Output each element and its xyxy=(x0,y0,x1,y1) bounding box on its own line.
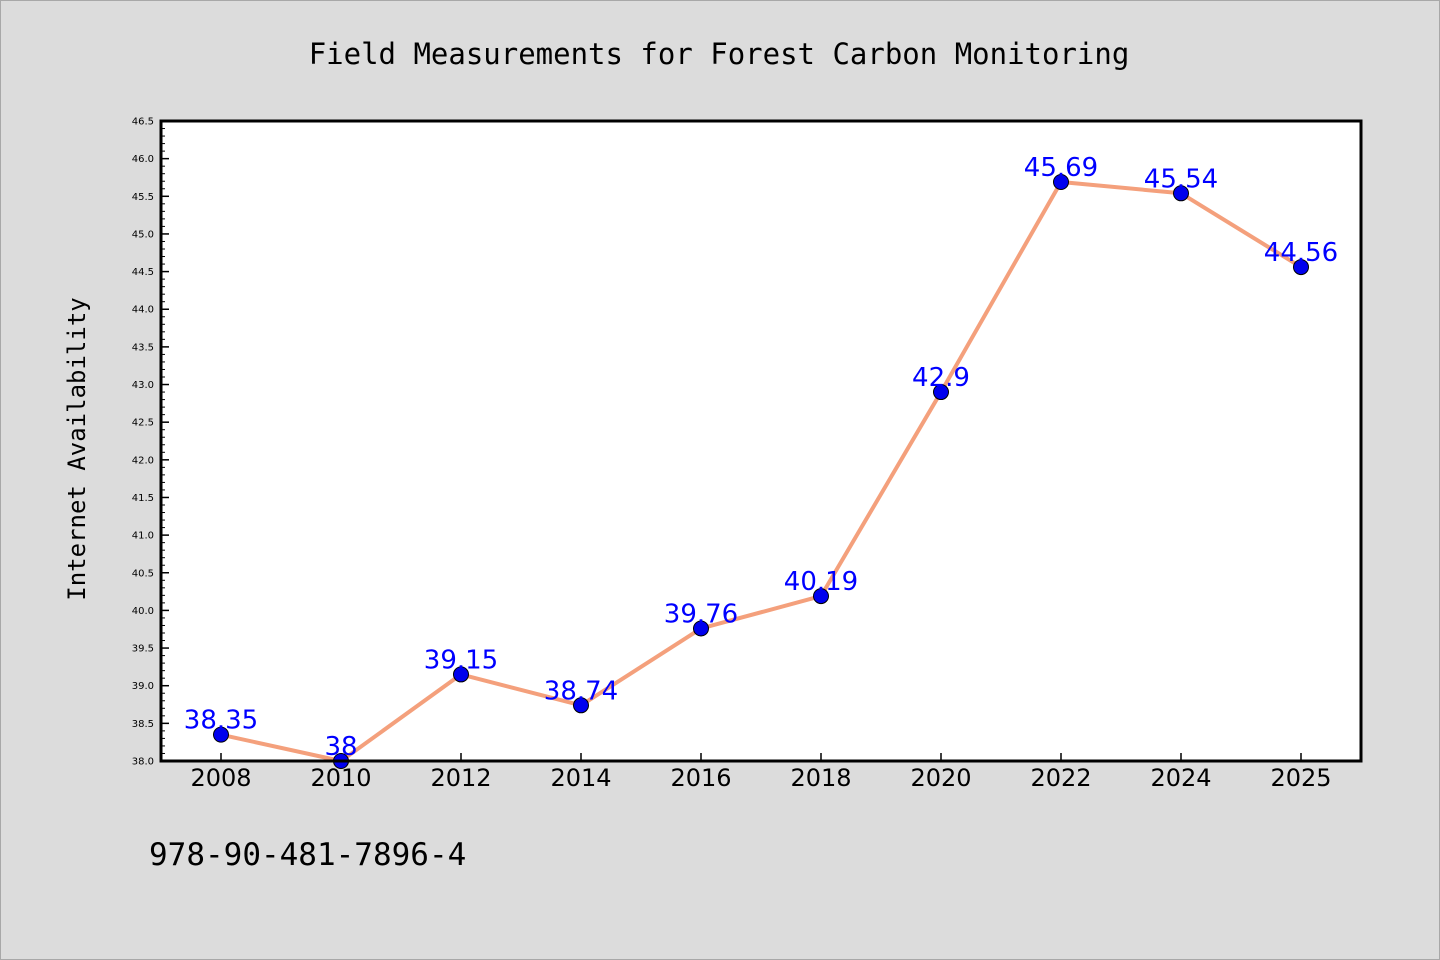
y-tick-label: 41.0 xyxy=(132,531,154,542)
data-label: 39.76 xyxy=(664,599,738,629)
data-point-marker xyxy=(573,697,589,714)
data-label: 38 xyxy=(324,732,357,762)
data-label: 39.15 xyxy=(424,645,498,675)
x-tick-label: 2025 xyxy=(1270,764,1331,792)
x-tick-label: 2020 xyxy=(910,764,971,792)
y-tick-label: 44.0 xyxy=(132,305,154,316)
x-axis: 2008 2010 2012 2014 2016 2018 2020 2022 2024 2025 xyxy=(190,753,1332,792)
y-tick-label: 40.0 xyxy=(132,606,154,617)
y-tick-label: 45.5 xyxy=(132,192,154,203)
x-tick-label: 2008 xyxy=(190,764,251,792)
x-tick-label: 2012 xyxy=(430,764,491,792)
data-point-marker xyxy=(453,666,469,683)
y-tick-label: 45.0 xyxy=(132,229,154,240)
y-tick-label: 42.0 xyxy=(132,455,154,466)
y-tick-label: 46.5 xyxy=(132,117,154,128)
data-label: 40.19 xyxy=(784,567,858,597)
y-tick-label: 39.5 xyxy=(132,644,154,655)
y-tick-label: 40.5 xyxy=(132,568,154,579)
data-point-marker xyxy=(1173,185,1189,202)
data-point-marker xyxy=(933,384,949,401)
data-label: 42.9 xyxy=(912,363,970,393)
y-tick-label: 43.0 xyxy=(132,380,154,391)
data-label: 44.56 xyxy=(1264,238,1338,268)
x-tick-label: 2024 xyxy=(1150,764,1211,792)
plot-area xyxy=(161,121,1361,761)
x-tick-label: 2022 xyxy=(1030,764,1091,792)
y-axis-label: Internet Availability xyxy=(63,297,91,600)
data-labels: 38.35 38 39.15 38.74 39.76 40.19 42.9 45.69 45.5… xyxy=(184,153,1338,762)
data-label: 45.69 xyxy=(1024,153,1098,183)
data-label: 45.54 xyxy=(1144,164,1218,194)
chart-title: Field Measurements for Forest Carbon Mon… xyxy=(309,37,1130,71)
data-point-marker xyxy=(1293,259,1309,276)
y-tick-label: 46.0 xyxy=(132,154,154,165)
y-tick-label: 39.0 xyxy=(132,681,154,692)
plot-frame xyxy=(159,119,1363,763)
series-line xyxy=(220,179,1303,763)
x-tick-label: 2018 xyxy=(790,764,851,792)
y-tick-label: 42.5 xyxy=(132,418,154,429)
data-point-marker xyxy=(693,620,709,637)
data-point-marker xyxy=(813,588,829,605)
isbn-annotation: 978-90-481-7896-4 xyxy=(149,837,466,873)
data-label: 38.35 xyxy=(184,706,258,736)
y-tick-label: 43.5 xyxy=(132,342,154,353)
y-tick-label: 38.5 xyxy=(132,719,154,730)
data-point-marker xyxy=(213,726,229,743)
y-tick-label: 44.5 xyxy=(132,267,154,278)
x-tick-label: 2014 xyxy=(550,764,611,792)
y-tick-label: 41.5 xyxy=(132,493,154,504)
data-label: 38.74 xyxy=(544,676,618,706)
data-point-marker xyxy=(1053,173,1069,190)
x-tick-label: 2016 xyxy=(670,764,731,792)
y-tick-label: 38.0 xyxy=(132,757,154,768)
